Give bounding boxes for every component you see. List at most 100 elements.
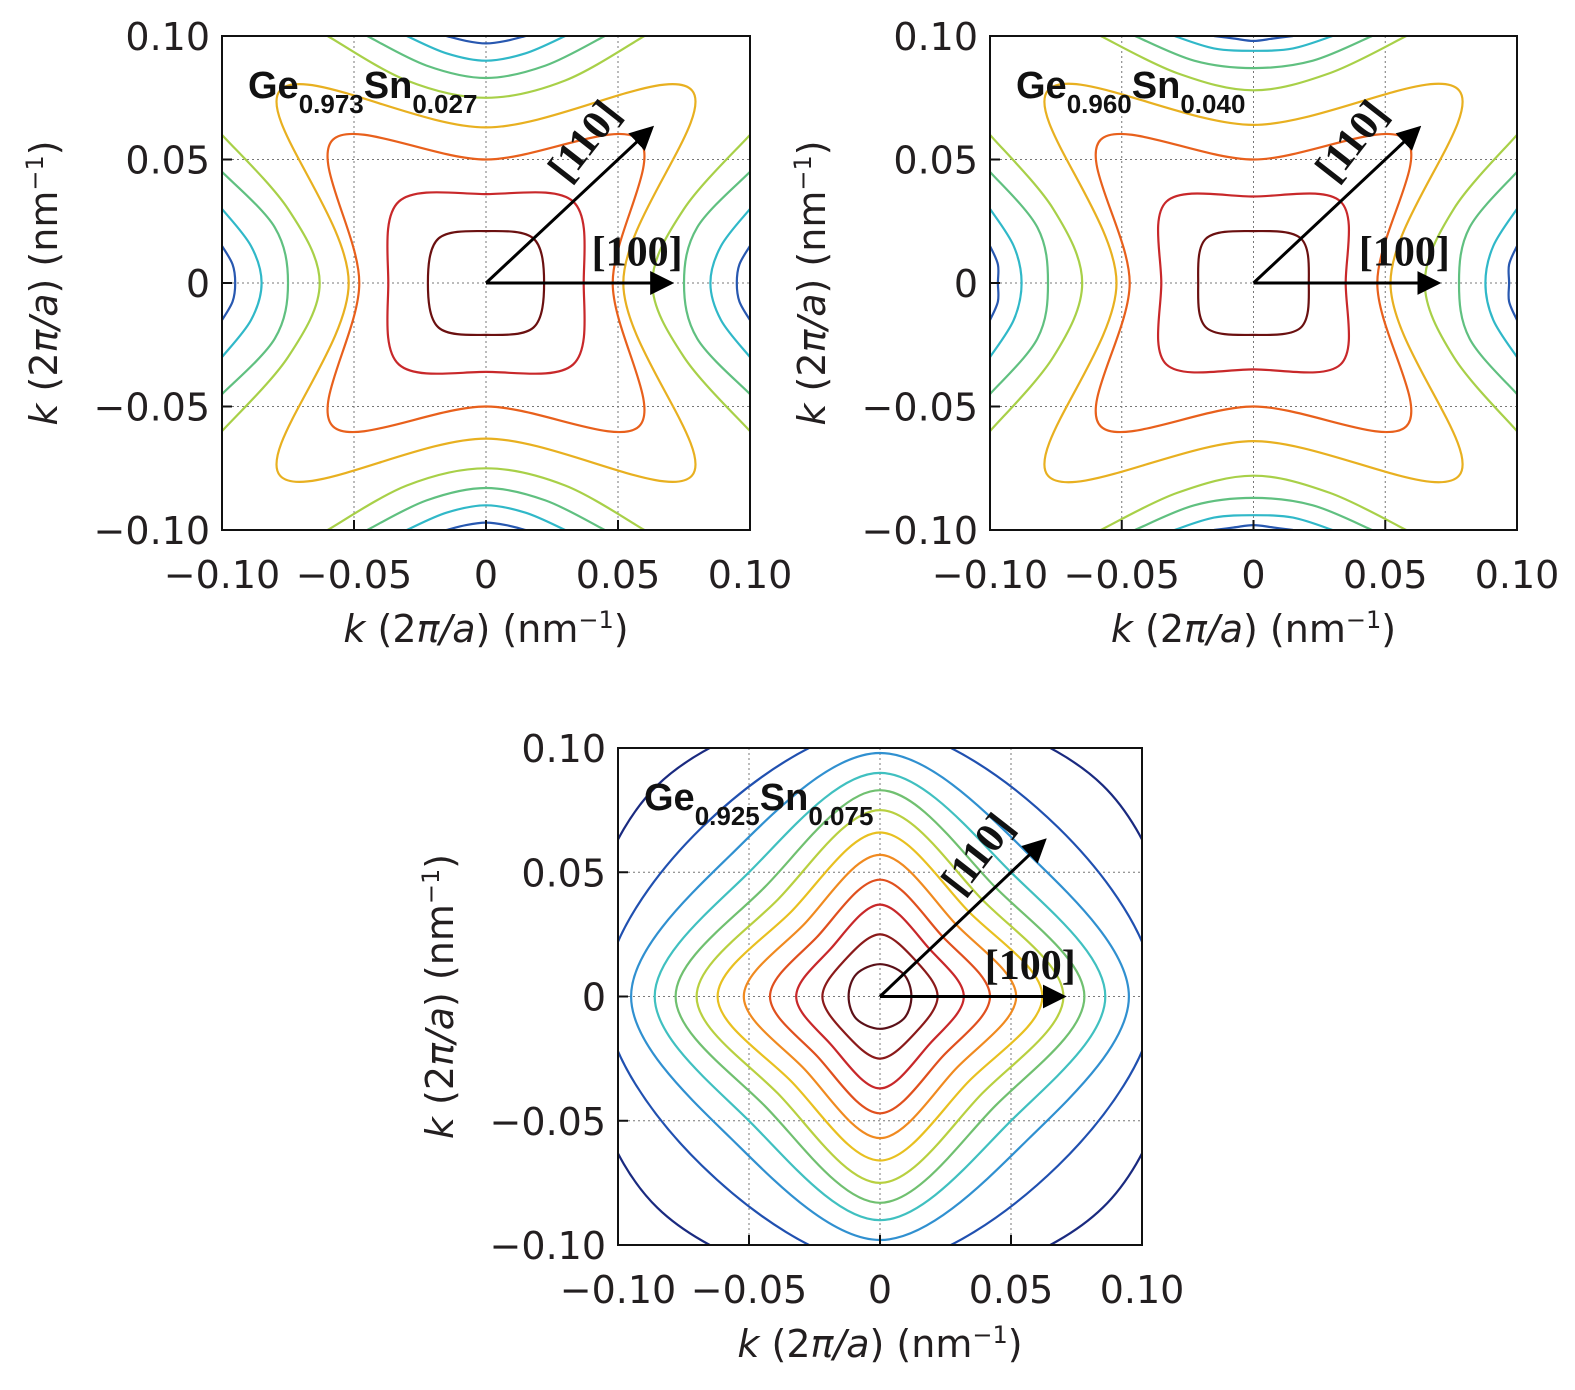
contour-line bbox=[326, 132, 646, 434]
y-axis-label-part: π/a bbox=[418, 1007, 462, 1066]
contour-line bbox=[1094, 132, 1413, 434]
panel-label-part: Sn bbox=[364, 65, 413, 107]
panel-label-part: 0.973 bbox=[299, 89, 364, 119]
x-axis-label-part: π/a bbox=[417, 607, 476, 651]
x-axis-label-part: (2 bbox=[365, 607, 416, 651]
x-tick-label: 0.05 bbox=[969, 1268, 1054, 1312]
y-axis-label-part: −1 bbox=[21, 155, 49, 190]
x-axis-label-part: π/a bbox=[1184, 607, 1243, 651]
y-axis-label-part: π/a bbox=[22, 293, 66, 352]
panel-label-part: 0.075 bbox=[808, 801, 873, 831]
y-tick-label: 0.10 bbox=[125, 15, 210, 59]
contour-line bbox=[990, 36, 1517, 530]
contour-line bbox=[695, 808, 1065, 1185]
y-axis-label-part: ) (nm bbox=[790, 191, 834, 294]
x-axis-label-part: −1 bbox=[1346, 606, 1381, 634]
y-tick-label: −0.05 bbox=[490, 1100, 606, 1144]
contour-line bbox=[1197, 229, 1310, 337]
panel-label-part: 0.027 bbox=[412, 89, 477, 119]
contour-line bbox=[386, 191, 586, 375]
x-tick-label: 0.10 bbox=[1100, 1268, 1185, 1312]
y-tick-label: 0.10 bbox=[893, 15, 978, 59]
x-tick-label: −0.05 bbox=[691, 1268, 807, 1312]
panel-label-part: Ge bbox=[1016, 65, 1067, 107]
y-tick-label: 0.10 bbox=[521, 727, 606, 771]
x-tick-label: 0 bbox=[474, 553, 498, 597]
direction-label: [100] bbox=[1359, 230, 1450, 276]
y-axis-label-part: (2 bbox=[790, 352, 834, 403]
y-tick-label: 0.05 bbox=[893, 139, 978, 183]
x-axis-label-part: ) (nm bbox=[870, 1322, 973, 1366]
y-axis-label-part: ) (nm bbox=[22, 191, 66, 294]
x-axis-label-part: ) bbox=[1381, 607, 1396, 651]
x-axis-label-part: ) (nm bbox=[1243, 607, 1346, 651]
contour-line bbox=[674, 789, 1086, 1204]
y-axis-label-part: (2 bbox=[22, 352, 66, 403]
arrow bbox=[1252, 125, 1422, 285]
x-tick-label: 0.10 bbox=[708, 553, 793, 597]
contour-line bbox=[222, 36, 750, 530]
x-axis-label-part: −1 bbox=[578, 606, 613, 634]
direction-label: [100] bbox=[592, 230, 683, 276]
contour-line bbox=[275, 83, 697, 483]
y-axis-label-part: k bbox=[22, 402, 66, 426]
x-axis-label-part: k bbox=[1111, 607, 1135, 651]
x-axis-label-part: ) (nm bbox=[476, 607, 579, 651]
panel: −0.10 −0.05 0 0.05 0.10 −0.10 −0.05 0 0.05 0.10 k … bbox=[21, 15, 792, 651]
y-axis-label-part: ) (nm bbox=[418, 904, 462, 1007]
panel-label: Ge0.925Sn0.075 bbox=[644, 777, 873, 831]
panel-label-part: Sn bbox=[1132, 65, 1181, 107]
x-tick-label: −0.10 bbox=[560, 1268, 676, 1312]
y-tick-label: 0 bbox=[186, 262, 210, 306]
y-axis-label-part: −1 bbox=[789, 155, 817, 190]
x-axis-label-part: −1 bbox=[972, 1321, 1007, 1349]
panel: −0.10 −0.05 0 0.05 0.10 −0.10 −0.05 0 0.05 0.10 k … bbox=[789, 15, 1559, 651]
y-axis-label-part: k bbox=[790, 402, 834, 426]
panel-label-part: 0.040 bbox=[1180, 89, 1245, 119]
y-tick-label: −0.10 bbox=[490, 1224, 606, 1268]
y-axis-label-part: ) bbox=[790, 140, 834, 155]
y-tick-label: −0.10 bbox=[862, 509, 978, 553]
contour-line bbox=[990, 36, 1517, 530]
x-axis-label-part: k bbox=[737, 1322, 761, 1366]
contour-line bbox=[821, 933, 939, 1060]
contour-line bbox=[653, 771, 1107, 1222]
y-tick-label: 0 bbox=[954, 262, 978, 306]
contour-line bbox=[1156, 192, 1351, 374]
panel-label-part: Ge bbox=[248, 65, 299, 107]
contour-line bbox=[222, 36, 750, 530]
panel: −0.10 −0.05 0 0.05 0.10 −0.10 −0.05 0 0.05 0.10 k … bbox=[417, 727, 1185, 1366]
contour-line bbox=[716, 831, 1044, 1162]
y-axis-label-part: π/a bbox=[790, 293, 834, 352]
y-axis-label: k (2π/a) (nm−1) bbox=[789, 140, 834, 425]
y-tick-label: 0.05 bbox=[125, 139, 210, 183]
contour-line bbox=[768, 878, 992, 1115]
x-axis-label: k (2π/a) (nm−1) bbox=[1111, 606, 1396, 651]
y-axis-label: k (2π/a) (nm−1) bbox=[417, 854, 462, 1139]
x-axis-label-part: (2 bbox=[759, 1322, 810, 1366]
x-axis-label-part: π/a bbox=[811, 1322, 870, 1366]
y-tick-label: −0.05 bbox=[94, 386, 210, 430]
x-axis-label-part: ) bbox=[614, 607, 629, 651]
contour-line bbox=[222, 36, 750, 530]
contour-line bbox=[742, 853, 1018, 1140]
y-tick-label: −0.10 bbox=[94, 509, 210, 553]
contour-line bbox=[426, 229, 546, 337]
y-tick-label: 0.05 bbox=[521, 851, 606, 895]
panel-label: Ge0.973Sn0.027 bbox=[248, 65, 477, 119]
x-tick-label: 0 bbox=[868, 1268, 892, 1312]
contour-line bbox=[990, 36, 1517, 530]
y-tick-label: −0.05 bbox=[862, 386, 978, 430]
arrow bbox=[484, 125, 655, 285]
y-axis-label-part: ) bbox=[22, 140, 66, 155]
contours bbox=[618, 748, 1142, 1245]
y-axis-label: k (2π/a) (nm−1) bbox=[21, 140, 66, 425]
x-axis-label: k (2π/a) (nm−1) bbox=[737, 1321, 1022, 1366]
y-tick-label: 0 bbox=[582, 976, 606, 1020]
arrow bbox=[878, 838, 1047, 998]
contour-line bbox=[618, 748, 1142, 1245]
x-axis-label: k (2π/a) (nm−1) bbox=[343, 606, 628, 651]
direction-label: [100] bbox=[985, 943, 1076, 989]
x-axis-label-part: k bbox=[343, 607, 367, 651]
x-tick-label: −0.05 bbox=[1064, 553, 1180, 597]
